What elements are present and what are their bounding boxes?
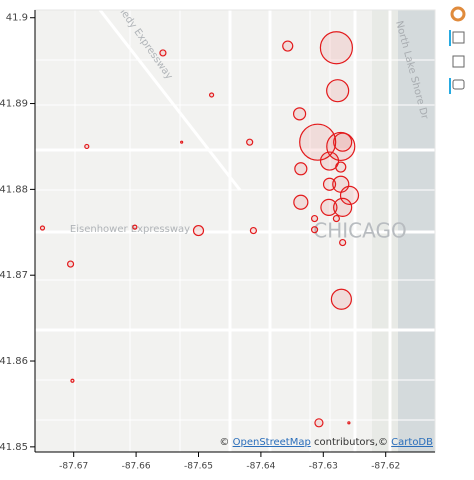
x-tick-label: -87.66: [122, 462, 151, 472]
bubble: [322, 177, 337, 191]
bubble: [70, 378, 75, 383]
bubble: [66, 260, 75, 268]
y-tick-label: 41.9: [6, 13, 28, 24]
attribution-text: contributors,©: [311, 437, 391, 448]
bubble: [335, 161, 347, 173]
bubble: [339, 238, 347, 247]
bubble: [333, 197, 353, 217]
y-tick-label: 41.87: [0, 270, 28, 281]
bubble: [339, 185, 360, 205]
bubble: [192, 224, 205, 237]
tool-active: [449, 78, 451, 94]
bubble: [294, 162, 308, 176]
bubble: [249, 226, 258, 235]
bubble: [320, 198, 338, 216]
bubble: [330, 288, 352, 310]
bubble: [293, 194, 309, 210]
attribution-text: ©: [219, 437, 232, 448]
bubble: [84, 143, 90, 150]
bubble: [347, 421, 351, 425]
bubble: [333, 132, 353, 152]
y-tick-label: 41.89: [0, 99, 28, 110]
bubble: [39, 225, 46, 231]
attribution: © OpenStreetMap contributors,© CartoDB: [219, 437, 433, 448]
bubble: [319, 151, 340, 171]
y-tick-label: 41.86: [0, 356, 28, 367]
bubble: [180, 140, 184, 144]
marks: [39, 31, 360, 428]
hover-tool[interactable]: [452, 79, 465, 90]
bubble: [310, 214, 319, 223]
bubble: [292, 107, 307, 121]
x-tick-label: -87.63: [309, 462, 338, 472]
map-tiles: CHICAGO Eisenhower Expressway Kennedy Ex…: [35, 10, 435, 452]
y-tick-label: 41.88: [0, 184, 28, 195]
x-tick-label: -87.67: [59, 462, 88, 472]
bubble: [159, 49, 167, 57]
attribution-link[interactable]: OpenStreetMap: [233, 437, 311, 448]
bubble: [310, 226, 319, 234]
toolbar: [449, 6, 466, 94]
x-tick-label: -87.62: [371, 462, 400, 472]
x-tick-label: -87.65: [184, 462, 213, 472]
x-tick-label: -87.64: [246, 462, 275, 472]
map-label: Eisenhower Expressway: [70, 224, 190, 235]
bubble: [332, 214, 341, 223]
map-label: CHICAGO: [313, 219, 406, 243]
tool-active: [449, 30, 451, 46]
bubble: [326, 79, 350, 103]
attribution-link[interactable]: CartoDB: [391, 437, 433, 448]
bubble: [319, 31, 354, 65]
bubble: [246, 138, 254, 146]
bubble: [208, 92, 215, 98]
bubble: [282, 40, 294, 52]
bubble: [314, 418, 324, 428]
y-tick-label: 41.85: [0, 442, 28, 453]
bubble: [299, 123, 337, 161]
bubble: [132, 224, 138, 230]
save-tool[interactable]: [452, 55, 465, 68]
pan-tool[interactable]: [452, 31, 465, 44]
bokeh-logo[interactable]: [450, 6, 466, 22]
